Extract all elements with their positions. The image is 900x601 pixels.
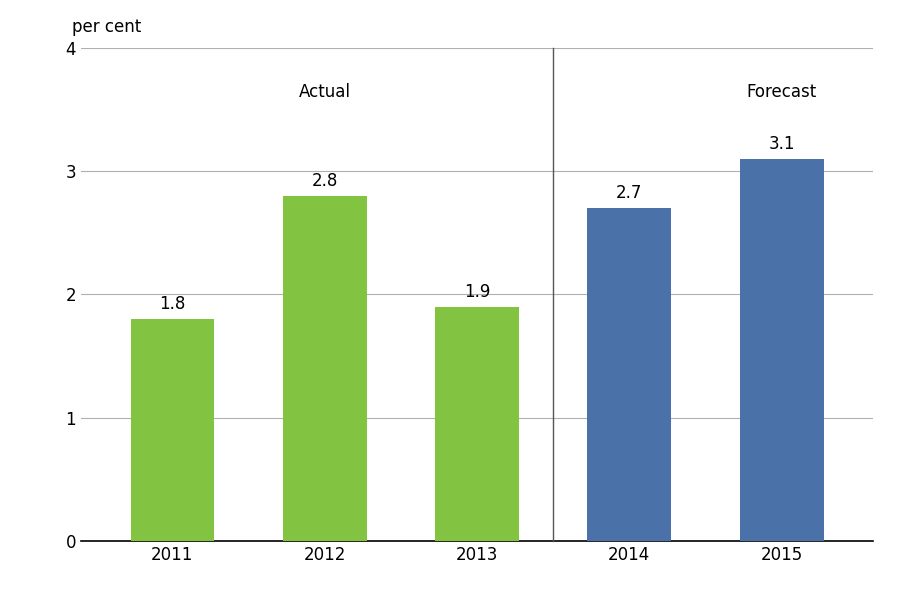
Text: 3.1: 3.1	[769, 135, 795, 153]
Text: 2.8: 2.8	[311, 172, 338, 190]
Bar	[740, 159, 824, 541]
Text: per cent: per cent	[72, 18, 141, 36]
Text: Actual: Actual	[299, 82, 351, 100]
Text: 2.7: 2.7	[616, 184, 643, 202]
Bar	[130, 319, 214, 541]
Bar	[435, 307, 519, 541]
Text: 1.8: 1.8	[159, 295, 185, 313]
Text: 1.9: 1.9	[464, 282, 490, 300]
Bar	[283, 196, 366, 541]
Bar	[588, 208, 671, 541]
Text: Forecast: Forecast	[746, 82, 816, 100]
